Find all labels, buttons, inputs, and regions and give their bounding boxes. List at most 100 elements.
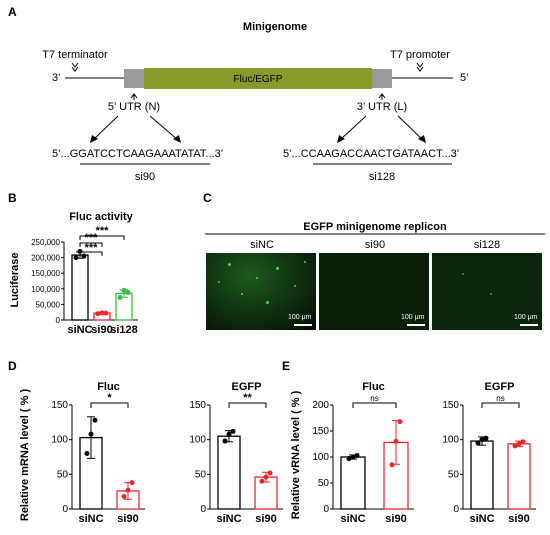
replicon-title: EGFP minigenome replicon <box>303 221 447 233</box>
bar-siNC <box>71 254 89 321</box>
data-point <box>267 470 273 476</box>
y-tick-label: 200 <box>312 400 329 411</box>
y-tick-label: 50 <box>195 469 207 480</box>
promoter-arrow <box>416 62 424 72</box>
left-3prime-label: 3’ <box>52 72 61 84</box>
chart-title: Fluc <box>362 381 385 393</box>
y-tick-label: 50 <box>318 478 330 489</box>
data-point <box>393 438 399 444</box>
sequence-2: 5’...CCAAGACCAACTGATAACT...3’ <box>283 148 459 160</box>
scale-label: 100 μm <box>401 314 425 321</box>
y-tick-label: 0 <box>200 504 206 515</box>
significance-label: *** <box>96 225 110 237</box>
right-5prime-label: 5’ <box>460 72 469 84</box>
data-point <box>103 310 109 316</box>
gene-label: Fluc/EGFP <box>234 74 283 85</box>
data-point <box>121 494 127 500</box>
data-point <box>81 253 87 259</box>
panel-b-letter: B <box>8 191 17 205</box>
chart-title: Fluc activity <box>69 211 133 223</box>
sequence-1: 5’...GGATCCTCAAGAAATATAT...3’ <box>52 148 223 160</box>
utr5-label: 5’ UTR (N) <box>108 101 160 113</box>
x-tick-label: siNC <box>78 513 103 525</box>
x-tick-label: si128 <box>110 324 138 336</box>
significance-label: *** <box>85 242 99 254</box>
y-tick-label: 150 <box>189 400 206 411</box>
utr3-label: 3’ UTR (L) <box>357 101 407 113</box>
y-tick-label: 150 <box>442 400 459 411</box>
data-point <box>117 295 123 301</box>
y-tick-label: 100 <box>442 435 459 446</box>
utr5-diverging-arrows <box>92 115 179 141</box>
t7-promoter-label: T7 promoter <box>390 49 450 61</box>
y-tick-label: 0 <box>56 316 61 325</box>
data-point <box>230 428 236 434</box>
data-point <box>125 487 131 493</box>
y-tick-label: 100 <box>189 435 206 446</box>
chart-d-fluc: Fluc Relative mRNA level ( % ) 0 50 100 150 si… <box>19 381 145 525</box>
image-label-si90: si90 <box>365 239 385 251</box>
arrowhead-icon <box>173 135 181 143</box>
significance-bracket <box>90 402 129 408</box>
micrograph-si128: 100 μm <box>432 253 542 330</box>
data-point <box>397 419 403 425</box>
data-point <box>516 441 522 447</box>
arrowhead-icon <box>90 135 98 143</box>
scale-label: 100 μm <box>514 314 538 321</box>
y-tick-label: 100 <box>51 435 68 446</box>
panel-a-letter: A <box>8 5 17 19</box>
significance-label: *** <box>85 232 99 244</box>
image-label-si128: si128 <box>474 239 500 251</box>
x-tick-label: si90 <box>91 324 112 336</box>
data-point <box>121 287 127 293</box>
utr5-box <box>124 69 144 88</box>
data-point <box>512 443 518 449</box>
arrowhead-icon <box>337 135 345 143</box>
minigenome-title: Minigenome <box>243 21 307 33</box>
data-point <box>354 452 360 458</box>
data-point <box>479 437 485 443</box>
panel-d-letter: D <box>8 359 17 373</box>
chart-title: EGFP <box>485 381 515 393</box>
y-tick-label: 0 <box>323 504 329 515</box>
utr3-box <box>372 69 392 88</box>
data-point <box>73 255 79 261</box>
y-tick-label: 0 <box>453 504 459 515</box>
data-point <box>350 454 356 460</box>
x-tick-label: si90 <box>117 513 138 525</box>
si128-label: si128 <box>369 171 395 183</box>
y-tick-label: 0 <box>62 504 68 515</box>
y-axis-label: Relative mRNA level ( % ) <box>19 389 31 522</box>
significance-label: ns <box>496 394 504 403</box>
data-point <box>520 439 526 445</box>
x-tick-label: siNC <box>469 513 494 525</box>
x-tick-label: siNC <box>67 324 92 336</box>
significance-bracket <box>79 251 103 256</box>
x-tick-label: si90 <box>508 513 529 525</box>
y-tick-label: 50,000 <box>36 300 61 309</box>
chart-e-fluc: Fluc Relative vRNA level ( % ) 0 50 100 150 20… <box>290 381 414 525</box>
data-point <box>389 462 395 468</box>
panel-e-letter: E <box>282 359 290 373</box>
y-tick-label: 50 <box>57 469 69 480</box>
data-point <box>346 456 352 462</box>
chart-fluc-activity: Fluc activity Luciferase 0 50,000 100,000 150… <box>9 211 138 336</box>
bar-siNC <box>470 440 494 510</box>
significance-bracket <box>228 402 267 408</box>
t7-terminator-label: T7 terminator <box>42 49 108 61</box>
bar-si90 <box>507 443 531 510</box>
data-point <box>259 478 265 484</box>
data-point <box>226 431 232 437</box>
y-tick-label: 100 <box>312 452 329 463</box>
si90-label: si90 <box>135 171 155 183</box>
data-point <box>129 480 135 486</box>
panel-c-letter: C <box>203 191 212 205</box>
chart-title: Fluc <box>97 381 120 393</box>
data-point <box>263 474 269 480</box>
significance-bracket <box>79 235 125 240</box>
chart-d-egfp: EGFP 0 50 100 150 siNC si90 ** <box>189 381 283 525</box>
x-tick-label: siNC <box>340 513 365 525</box>
y-tick-label: 150 <box>51 400 68 411</box>
data-point <box>77 248 83 254</box>
